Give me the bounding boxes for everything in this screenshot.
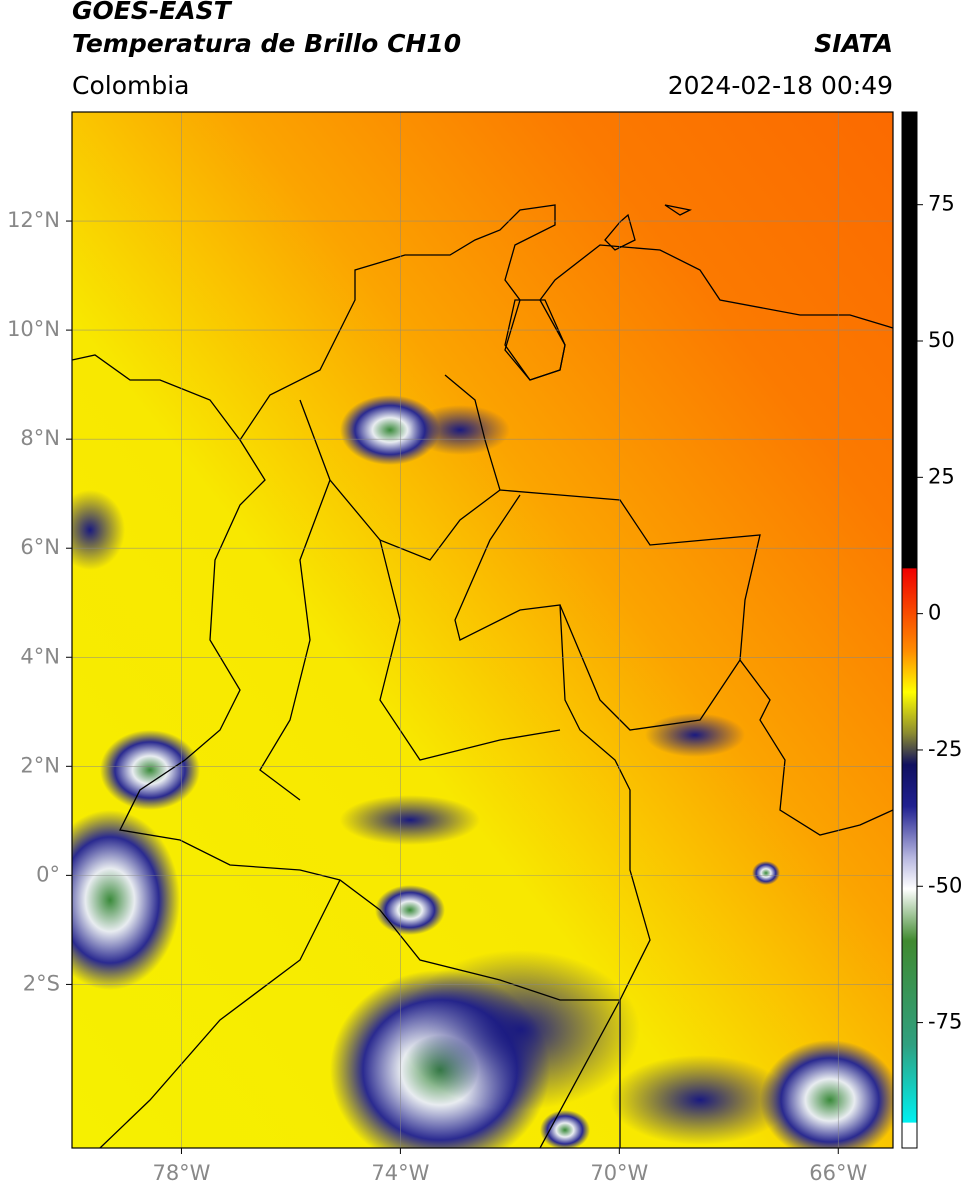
cloud-tops (72, 395, 893, 1148)
lat-tick-label: 0° (36, 862, 60, 886)
datetime: 2024-02-18 00:49 (668, 71, 893, 100)
lat-tick-label: 8°N (20, 426, 60, 450)
colorbar-tick-label: -75 (928, 1010, 962, 1034)
lat-tick-label: 2°S (23, 971, 60, 995)
lat-tick-label: 2°N (20, 753, 60, 777)
colorbar-tick-label: 75 (928, 192, 955, 216)
subtitle: Temperatura de Brillo CH10 (72, 29, 461, 58)
colorbar-tick-label: 0 (928, 601, 941, 625)
map (72, 112, 893, 1148)
lon-tick-label: 66°W (809, 1161, 867, 1185)
lat-tick-label: 6°N (20, 535, 60, 559)
colorbar-tick-label: 50 (928, 328, 955, 352)
colorbar-tick-label: -25 (928, 737, 962, 761)
region: Colombia (72, 71, 189, 100)
lon-tick-label: 74°W (371, 1161, 429, 1185)
lon-tick-label: 78°W (152, 1161, 210, 1185)
borders (72, 204, 893, 1148)
colorbar-tick-label: 25 (928, 464, 955, 488)
lat-tick-label: 10°N (7, 317, 60, 341)
title: GOES-EAST (72, 0, 233, 25)
lon-tick-label: 70°W (590, 1161, 648, 1185)
colorbar-tick-label: -50 (928, 873, 962, 897)
colorbar (901, 111, 918, 1149)
map-frame (71, 111, 894, 1149)
source: SIATA (814, 29, 893, 58)
lat-tick-label: 12°N (7, 208, 60, 232)
lat-tick-label: 4°N (20, 644, 60, 668)
